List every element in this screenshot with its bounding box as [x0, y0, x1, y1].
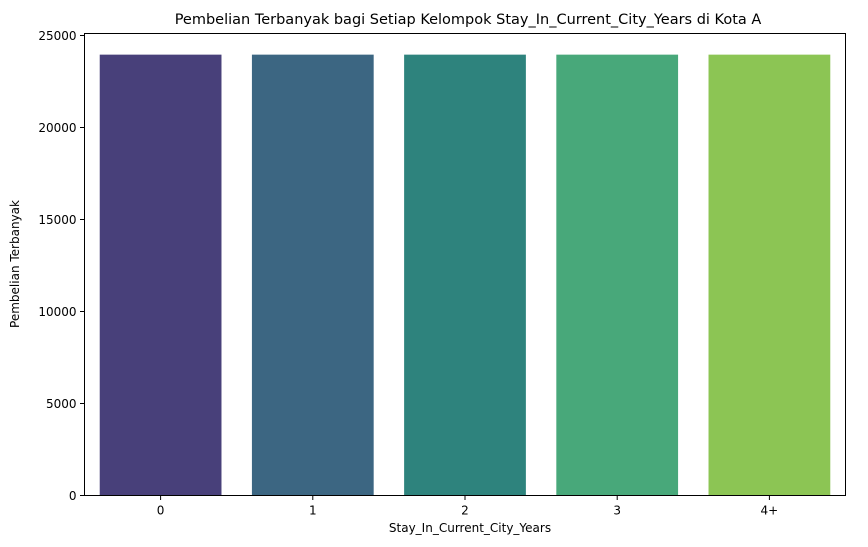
- chart-title: Pembelian Terbanyak bagi Setiap Kelompok…: [175, 12, 762, 28]
- y-axis: 0 5000 10000 15000 20000 25000: [38, 29, 85, 503]
- bar-1: [251, 54, 374, 496]
- y-tick-label: 0: [69, 489, 77, 503]
- y-tick-label: 25000: [38, 29, 76, 43]
- bars-group: [99, 54, 831, 496]
- x-tick-label: 4+: [761, 504, 779, 518]
- y-tick-label: 15000: [38, 213, 76, 227]
- y-axis-label: Pembelian Terbanyak: [8, 200, 22, 328]
- x-tick-label: 0: [157, 504, 165, 518]
- x-axis-label: Stay_In_Current_City_Years: [389, 521, 551, 535]
- bar-3: [556, 54, 679, 496]
- y-tick-label: 10000: [38, 305, 76, 319]
- x-tick-label: 2: [461, 504, 469, 518]
- bar-4+: [708, 54, 831, 496]
- plot-frame: [84, 33, 846, 496]
- bar-0: [99, 54, 222, 496]
- x-tick-label: 1: [309, 504, 317, 518]
- x-tick-label: 3: [613, 504, 621, 518]
- y-tick-label: 20000: [38, 121, 76, 135]
- x-axis: 0 1 2 3 4+: [157, 495, 779, 518]
- bar-2: [404, 54, 526, 496]
- y-tick-label: 5000: [46, 397, 77, 411]
